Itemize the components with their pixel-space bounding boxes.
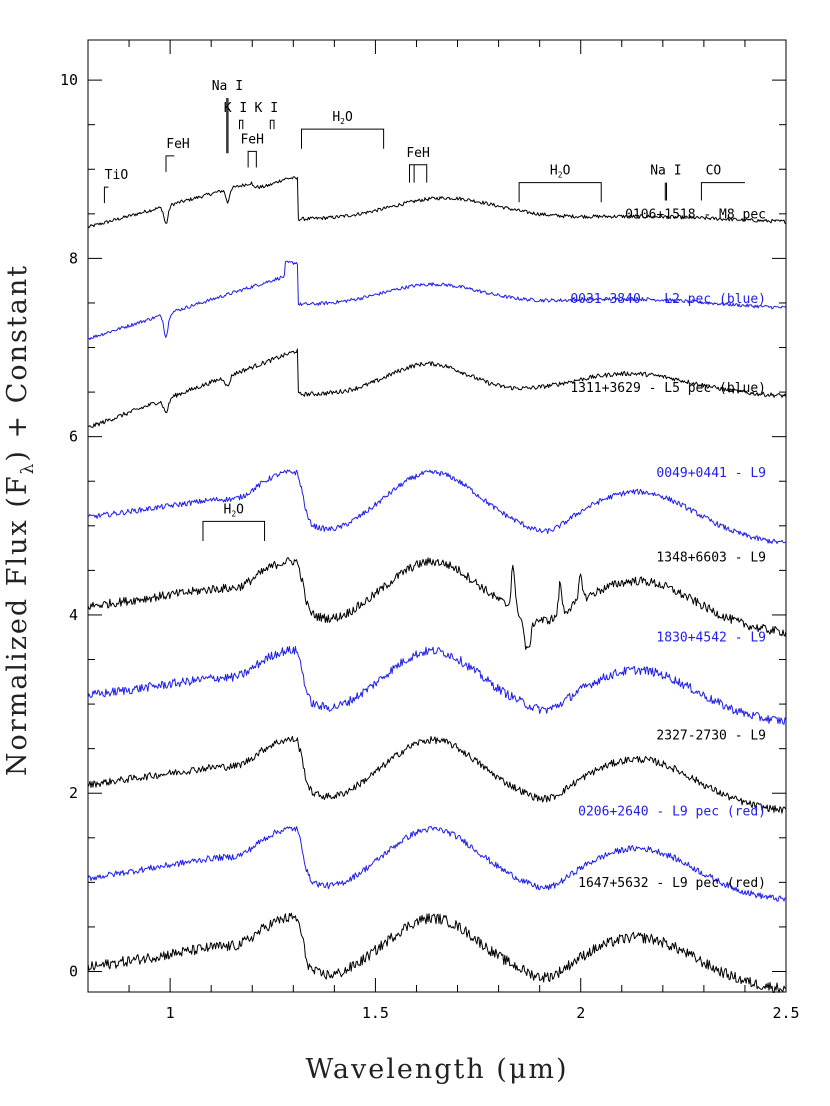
y-tick-label: 2	[69, 784, 78, 802]
x-tick-label: 1.5	[362, 1004, 389, 1022]
feature-marker-10	[700, 182, 745, 201]
feature-label-8: H2O	[550, 164, 571, 180]
x-tick-label: 1	[166, 1004, 175, 1022]
feature-label-6: H2O	[332, 110, 353, 126]
plot-area-border	[87, 39, 787, 993]
series-label-3: 0049+0441 - L9	[656, 466, 766, 481]
spectrum-line-1	[87, 260, 787, 341]
y-tick-label: 0	[69, 962, 78, 980]
series-label-2: 1311+3629 - L5 pec (blue)	[570, 381, 766, 396]
series-label-0: 0106+1518 - M8 pec	[625, 207, 766, 222]
spectrum-line-3	[87, 469, 787, 545]
plot-frame	[87, 39, 787, 993]
feature-marker-11	[202, 520, 266, 541]
y-axis-title: Normalized Flux (Fλ) + Constant	[2, 264, 38, 776]
series-label-7: 0206+2640 - L9 pec (red)	[578, 805, 766, 820]
x-axis-title: Wavelength (μm)	[305, 1054, 568, 1085]
y-tick-label: 4	[69, 606, 78, 624]
y-tick-label: 8	[69, 249, 78, 267]
spectrum-line-6	[87, 735, 787, 814]
feature-label-0: TiO	[105, 168, 129, 183]
axis-ticks	[87, 40, 787, 992]
spectrum-line-5	[87, 645, 787, 725]
feature-label-11: H2O	[224, 502, 245, 518]
feature-marker-1	[165, 155, 175, 172]
y-tick-label: 6	[69, 428, 78, 446]
feature-marker-4	[269, 119, 275, 130]
feature-label-4: K I	[255, 101, 278, 116]
feature-label-3: K I	[224, 101, 247, 116]
series-label-8: 1647+5632 - L9 pec (red)	[578, 876, 766, 891]
y-axis-title-tail: ) + Constant	[2, 264, 33, 462]
series-label-1: 0031-3840 - L2 pec (blue)	[570, 292, 766, 307]
feature-marker-5	[247, 150, 257, 168]
spectra-series	[87, 176, 787, 993]
feature-label-7: FeH	[406, 146, 429, 161]
feature-marker-8	[518, 182, 602, 203]
feature-label-5: FeH	[240, 132, 263, 147]
feature-label-1: FeH	[166, 137, 189, 152]
feature-marker-2	[226, 97, 229, 154]
spectrum-line-8	[87, 912, 787, 993]
series-label-6: 2327-2730 - L9	[656, 729, 766, 744]
x-tick-label: 2	[576, 1004, 585, 1022]
feature-marker-9	[664, 182, 668, 201]
y-tick-label: 10	[60, 71, 78, 89]
feature-label-10: CO	[706, 164, 722, 179]
feature-marker-3	[239, 119, 244, 130]
feature-marker-7	[408, 164, 428, 183]
spectrum-line-2	[87, 348, 787, 428]
x-tick-label: 2.5	[772, 1004, 799, 1022]
feature-marker-6	[301, 128, 385, 149]
y-axis-title-main: Normalized Flux (F	[2, 474, 33, 776]
series-label-5: 1830+4542 - L9	[656, 631, 766, 646]
feature-label-2: Na I	[212, 79, 243, 94]
series-label-4: 1348+6603 - L9	[656, 550, 766, 565]
spectrum-line-0	[87, 176, 787, 229]
spectrum-line-7	[87, 825, 786, 902]
feature-annotations: TiO FeH Na I K I K I FeH H2O FeH H2O Na I CO H2O	[103, 79, 745, 541]
spectrum-line-4	[87, 557, 787, 650]
tick-labels: 1 1.5 2 2.5 0 2 4 6 8 10	[60, 71, 800, 1022]
feature-marker-0	[103, 186, 109, 204]
y-axis-title-sub: λ	[18, 462, 38, 475]
series-labels: 0106+1518 - M8 pec 0031-3840 - L2 pec (bl…	[570, 207, 766, 891]
feature-label-9: Na I	[650, 164, 681, 179]
